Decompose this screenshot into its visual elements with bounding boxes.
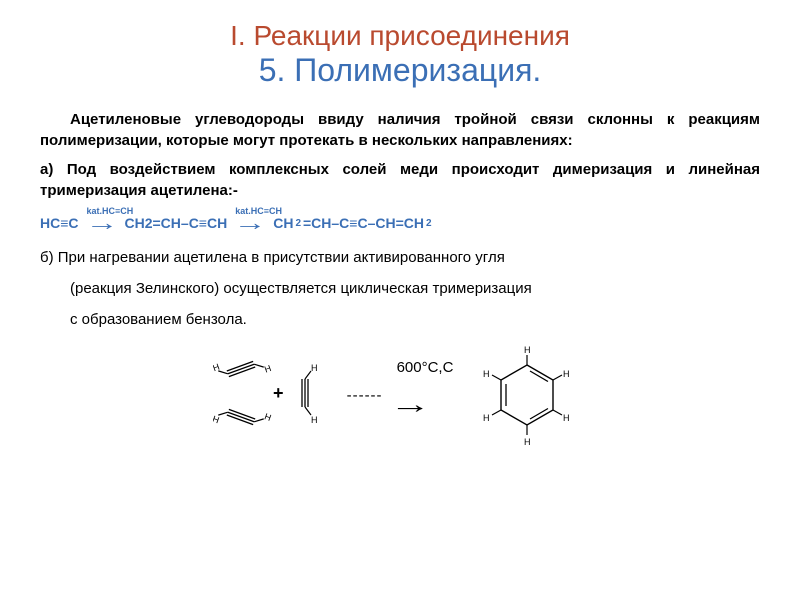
- acetylene-svg: H H H H H H +: [213, 345, 333, 445]
- svg-text:H: H: [563, 369, 570, 379]
- product-part-b: =CH–C≡C–CH=CH: [303, 215, 424, 231]
- svg-text:H: H: [263, 363, 273, 375]
- sub-2: 2: [426, 218, 432, 229]
- benzene-product: H H H H H H: [467, 340, 587, 450]
- svg-text:H: H: [524, 345, 531, 355]
- svg-text:H: H: [563, 413, 570, 423]
- reaction-equation: HC≡C kat.HC≡CH → CH2=CH–C≡CH kat.HC≡CH →…: [40, 215, 760, 231]
- svg-text:H: H: [311, 363, 318, 373]
- arrow-symbol-2: →: [234, 216, 267, 230]
- arrow-symbol-1: →: [85, 216, 118, 230]
- svg-text:H: H: [311, 415, 318, 425]
- svg-text:H: H: [524, 437, 531, 447]
- arrow-1: kat.HC≡CH →: [81, 216, 123, 230]
- svg-text:H: H: [483, 369, 490, 379]
- acetylene-reactants: H H H H H H +: [213, 345, 333, 445]
- point-a: а) Под воздействием комплексных солей ме…: [40, 159, 760, 201]
- point-b-line-2: (реакция Зелинского) осуществляется цикл…: [40, 278, 760, 299]
- svg-text:H: H: [263, 411, 273, 423]
- svg-text:H: H: [483, 413, 490, 423]
- arrow-with-condition: 600°C,C →: [397, 371, 454, 420]
- title-line-2: 5. Полимеризация.: [40, 52, 760, 89]
- sub-1: 2: [295, 218, 301, 229]
- svg-text:H: H: [213, 414, 221, 426]
- trimerization-diagram: H H H H H H +: [40, 340, 760, 450]
- reagent-1: HC≡C: [40, 215, 79, 231]
- title-line-1: I. Реакции присоединения: [40, 20, 760, 52]
- reaction-dashes: ------: [347, 387, 383, 404]
- svg-text:+: +: [273, 383, 284, 403]
- big-arrow-icon: →: [389, 389, 431, 420]
- intermediate: CH2=CH–C≡CH: [125, 215, 228, 231]
- arrow-2: kat.HC≡CH →: [229, 216, 271, 230]
- point-b-line-1: б) При нагревании ацетилена в присутстви…: [40, 247, 760, 268]
- reaction-condition: 600°C,C: [397, 359, 454, 376]
- intro-paragraph: Ацетиленовые углеводороды ввиду наличия …: [40, 109, 760, 151]
- point-b-line-3: с образованием бензола.: [40, 309, 760, 330]
- product-part-a: CH: [273, 215, 293, 231]
